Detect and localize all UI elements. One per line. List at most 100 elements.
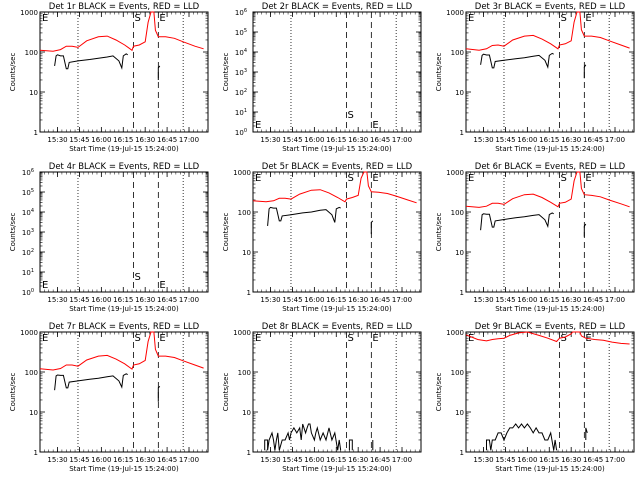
x-tick-label: 16:00 bbox=[91, 296, 111, 304]
y-tick-label: 103 bbox=[235, 68, 247, 77]
y-tick-label: 1000 bbox=[446, 9, 464, 17]
x-tick-label: 15:45 bbox=[282, 136, 302, 144]
y-axis-label: Counts/sec bbox=[222, 213, 230, 252]
y-tick-label: 105 bbox=[235, 28, 247, 37]
x-axis-label: Start Time (19-Jul-15 15:24:00) bbox=[69, 305, 179, 313]
y-tick-label: 1 bbox=[247, 449, 251, 457]
x-tick-label: 16:00 bbox=[517, 296, 537, 304]
x-tick-label: 16:00 bbox=[304, 456, 324, 464]
y-tick-exponent: 3 bbox=[244, 68, 247, 74]
x-tick-label: 17:00 bbox=[179, 296, 199, 304]
y-tick-label: 101 bbox=[235, 108, 247, 117]
x-tick-label: 15:45 bbox=[282, 296, 302, 304]
x-tick-label: 17:00 bbox=[605, 456, 625, 464]
x-tick-label: 15:45 bbox=[495, 456, 515, 464]
x-tick-label: 17:00 bbox=[179, 136, 199, 144]
x-tick-label: 17:00 bbox=[605, 296, 625, 304]
plot-frame bbox=[252, 331, 422, 453]
y-axis-label: Counts/sec bbox=[222, 53, 230, 92]
y-tick-exponent: 4 bbox=[244, 48, 247, 54]
marker-label-first-E: E bbox=[255, 173, 261, 184]
panel-4: Det 4r BLACK = Events, RED = LLD10010110… bbox=[9, 162, 209, 313]
plot-frame bbox=[465, 331, 635, 453]
y-tick-label: 1000 bbox=[233, 329, 251, 337]
marker-label-S: S bbox=[347, 333, 353, 344]
y-tick-label: 10 bbox=[29, 409, 38, 417]
x-axis-label: Start Time (19-Jul-15 15:24:00) bbox=[282, 305, 392, 313]
events-series-line bbox=[585, 427, 588, 440]
marker-label-first-E: E bbox=[255, 120, 261, 131]
panel-title: Det 4r BLACK = Events, RED = LLD bbox=[49, 162, 200, 172]
x-tick-label: 16:15 bbox=[326, 136, 346, 144]
x-tick-label: 16:45 bbox=[370, 136, 390, 144]
y-tick-label: 1000 bbox=[446, 169, 464, 177]
lld-series-line bbox=[465, 11, 630, 51]
y-tick-label: 10 bbox=[242, 249, 251, 257]
panel-title: Det 2r BLACK = Events, RED = LLD bbox=[262, 2, 413, 12]
x-tick-label: 16:45 bbox=[370, 456, 390, 464]
panel-title: Det 3r BLACK = Events, RED = LLD bbox=[475, 2, 626, 12]
x-tick-label: 16:45 bbox=[583, 456, 603, 464]
x-tick-label: 15:45 bbox=[69, 296, 89, 304]
lld-series-line bbox=[252, 171, 417, 204]
y-tick-label: 100 bbox=[25, 49, 38, 57]
x-tick-label: 15:45 bbox=[282, 456, 302, 464]
y-tick-label: 10 bbox=[455, 89, 464, 97]
marker-label-first-E: E bbox=[468, 173, 474, 184]
x-tick-label: 16:45 bbox=[157, 296, 177, 304]
marker-label-first-E: E bbox=[468, 13, 474, 24]
y-tick-label: 100 bbox=[235, 128, 247, 137]
marker-label-E: E bbox=[585, 13, 591, 24]
x-tick-label: 16:30 bbox=[561, 456, 581, 464]
events-series-line bbox=[348, 439, 353, 451]
y-tick-label: 10 bbox=[455, 409, 464, 417]
y-tick-exponent: 1 bbox=[31, 268, 34, 274]
plot-frame bbox=[39, 11, 209, 133]
x-tick-label: 16:15 bbox=[326, 456, 346, 464]
y-axis-label: Counts/sec bbox=[435, 213, 443, 252]
y-tick-exponent: 1 bbox=[244, 108, 247, 114]
y-tick-label: 102 bbox=[235, 88, 247, 97]
lld-series-line bbox=[39, 11, 204, 52]
y-axis-label: Counts/sec bbox=[435, 373, 443, 412]
x-tick-label: 15:30 bbox=[260, 296, 280, 304]
y-tick-label: 102 bbox=[22, 248, 34, 257]
y-tick-label: 100 bbox=[238, 209, 251, 217]
y-tick-exponent: 5 bbox=[31, 188, 34, 194]
marker-label-first-E: E bbox=[42, 280, 48, 291]
x-tick-label: 16:00 bbox=[517, 456, 537, 464]
y-tick-exponent: 2 bbox=[31, 248, 34, 254]
y-tick-label: 1 bbox=[247, 289, 251, 297]
y-tick-label: 1000 bbox=[20, 9, 38, 17]
events-series-line bbox=[486, 423, 558, 451]
x-axis-label: Start Time (19-Jul-15 15:24:00) bbox=[495, 305, 605, 313]
y-axis-label: Counts/sec bbox=[435, 53, 443, 92]
x-tick-label: 16:00 bbox=[304, 136, 324, 144]
marker-label-first-E: E bbox=[468, 333, 474, 344]
y-tick-exponent: 6 bbox=[244, 8, 247, 14]
x-tick-label: 16:30 bbox=[135, 136, 155, 144]
plot-frame bbox=[465, 11, 635, 133]
x-axis-label: Start Time (19-Jul-15 15:24:00) bbox=[282, 145, 392, 153]
y-tick-label: 1000 bbox=[446, 329, 464, 337]
y-tick-label: 10 bbox=[29, 89, 38, 97]
x-tick-label: 16:00 bbox=[304, 296, 324, 304]
y-tick-label: 105 bbox=[22, 188, 34, 197]
y-tick-label: 104 bbox=[22, 208, 34, 217]
plot-frame bbox=[252, 171, 422, 293]
x-tick-label: 16:45 bbox=[583, 296, 603, 304]
panel-5: Det 5r BLACK = Events, RED = LLD 1 10 100 10… bbox=[222, 162, 422, 313]
events-series-line bbox=[583, 64, 587, 79]
y-tick-label: 1 bbox=[34, 449, 38, 457]
lld-series-line bbox=[465, 331, 630, 345]
y-tick-exponent: 6 bbox=[31, 168, 34, 174]
x-tick-label: 16:00 bbox=[91, 136, 111, 144]
x-tick-label: 17:00 bbox=[179, 456, 199, 464]
x-tick-label: 16:15 bbox=[113, 456, 133, 464]
y-tick-label: 100 bbox=[22, 288, 34, 297]
x-tick-label: 15:45 bbox=[495, 136, 515, 144]
marker-label-S: S bbox=[347, 110, 353, 121]
y-tick-label: 100 bbox=[451, 369, 464, 377]
events-series-line bbox=[264, 423, 342, 451]
